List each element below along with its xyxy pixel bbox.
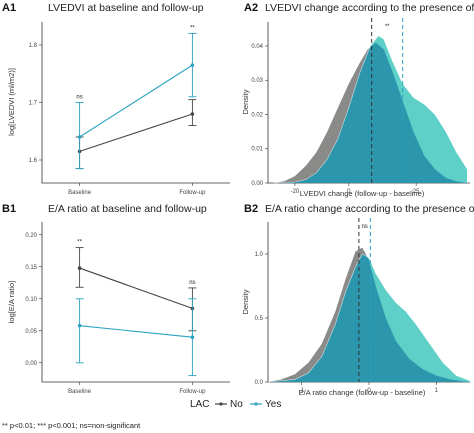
sig-label-a2: ** xyxy=(385,24,390,30)
ytick-label-b1: 0.05 xyxy=(25,329,37,335)
panel-label-a1: A1 xyxy=(2,2,16,14)
ytick-label-a2: 0.03 xyxy=(251,78,263,84)
xtick-label-a1: Follow-up xyxy=(179,190,206,196)
point-no xyxy=(190,112,195,116)
axis-frame-a1 xyxy=(41,22,230,184)
xtick-label-a2: -20 xyxy=(291,189,300,195)
panel-title-b1: E/A ratio at baseline and follow-up xyxy=(48,203,207,215)
sig-label-b1: ns xyxy=(189,280,195,286)
legend-item-yes: Yes xyxy=(265,399,281,410)
sig-label-b1: ** xyxy=(77,240,82,246)
xtick-label-a1: Baseline xyxy=(68,190,92,196)
ytick-label-b2: 1.0 xyxy=(255,252,264,258)
ytick-label-b1: 0.20 xyxy=(25,233,37,239)
legend-marker-yes xyxy=(254,402,258,406)
footnote: ** p<0.01; *** p<0.001; ns=non-significa… xyxy=(2,421,141,430)
panel-label-a2: A2 xyxy=(244,2,258,14)
ylabel-a2: Density xyxy=(241,89,250,114)
ytick-label-a2: 0.04 xyxy=(251,44,263,50)
point-yes xyxy=(77,135,82,139)
ytick-label-a2: 0.01 xyxy=(251,147,263,153)
legend: LAC No Yes xyxy=(190,399,281,410)
density-outline-yes-a2 xyxy=(273,35,468,184)
sig-label-b2: ns xyxy=(361,224,367,230)
ylabel-b1: log[E/A ratio] xyxy=(7,281,16,324)
xlabel-a2: LVEDVI change (follow-up - baseline) xyxy=(300,189,425,198)
axis-frame-b1 xyxy=(41,222,230,383)
xtick-label-b1: Follow-up xyxy=(179,389,206,395)
xtick-label-b2: 1 xyxy=(435,388,439,394)
ytick-label-b1: 0.00 xyxy=(25,361,37,367)
sig-label-a1: ** xyxy=(190,26,195,32)
ytick-label-a1: 1.6 xyxy=(29,158,38,164)
ytick-label-b1: 0.15 xyxy=(25,265,37,271)
ylabel-a1: log[LVEDVI (ml/m2)] xyxy=(7,68,16,136)
panel-title-a2: LVEDVI change according to the presence … xyxy=(265,2,474,14)
ytick-label-b2: 0.5 xyxy=(255,316,264,322)
xtick-label-b2: 0 xyxy=(367,388,371,394)
density-overlap-a2 xyxy=(273,42,468,183)
legend-item-no: No xyxy=(230,399,243,410)
panel-title-b2: E/A ratio change according to the presen… xyxy=(265,203,474,215)
xtick-label-b2: -1 xyxy=(299,388,305,394)
ytick-label-a2: 0.02 xyxy=(251,112,263,118)
xtick-label-a2: 0 xyxy=(347,189,351,195)
point-yes xyxy=(77,323,82,328)
sig-label-a1: ns xyxy=(76,95,82,101)
ytick-label-b2: 0.0 xyxy=(255,380,264,386)
point-no xyxy=(77,266,82,270)
series-line-no xyxy=(79,113,193,152)
density-outline-yes-b2 xyxy=(267,253,471,383)
panel-label-b1: B1 xyxy=(2,203,16,215)
ytick-label-a1: 1.8 xyxy=(29,43,38,49)
ytick-label-a1: 1.7 xyxy=(29,101,38,107)
ytick-label-a2: 0.00 xyxy=(251,181,263,187)
xlabel-b2: E/A ratio change (follow-up - baseline) xyxy=(299,388,426,397)
point-yes xyxy=(190,335,195,340)
panel-label-b2: B2 xyxy=(244,203,258,215)
series-line-yes xyxy=(79,64,193,138)
ytick-label-b1: 0.10 xyxy=(25,297,37,303)
series-line-no xyxy=(79,267,193,309)
xtick-label-b1: Baseline xyxy=(68,389,92,395)
legend-marker-no xyxy=(219,402,223,406)
xtick-label-a2: 25 xyxy=(413,189,420,195)
series-line-yes xyxy=(79,325,193,338)
panel-title-a1: LVEDVI at baseline and follow-up xyxy=(48,2,204,14)
point-yes xyxy=(190,63,195,67)
ylabel-b2: Density xyxy=(241,289,250,314)
legend-title: LAC xyxy=(190,399,209,410)
